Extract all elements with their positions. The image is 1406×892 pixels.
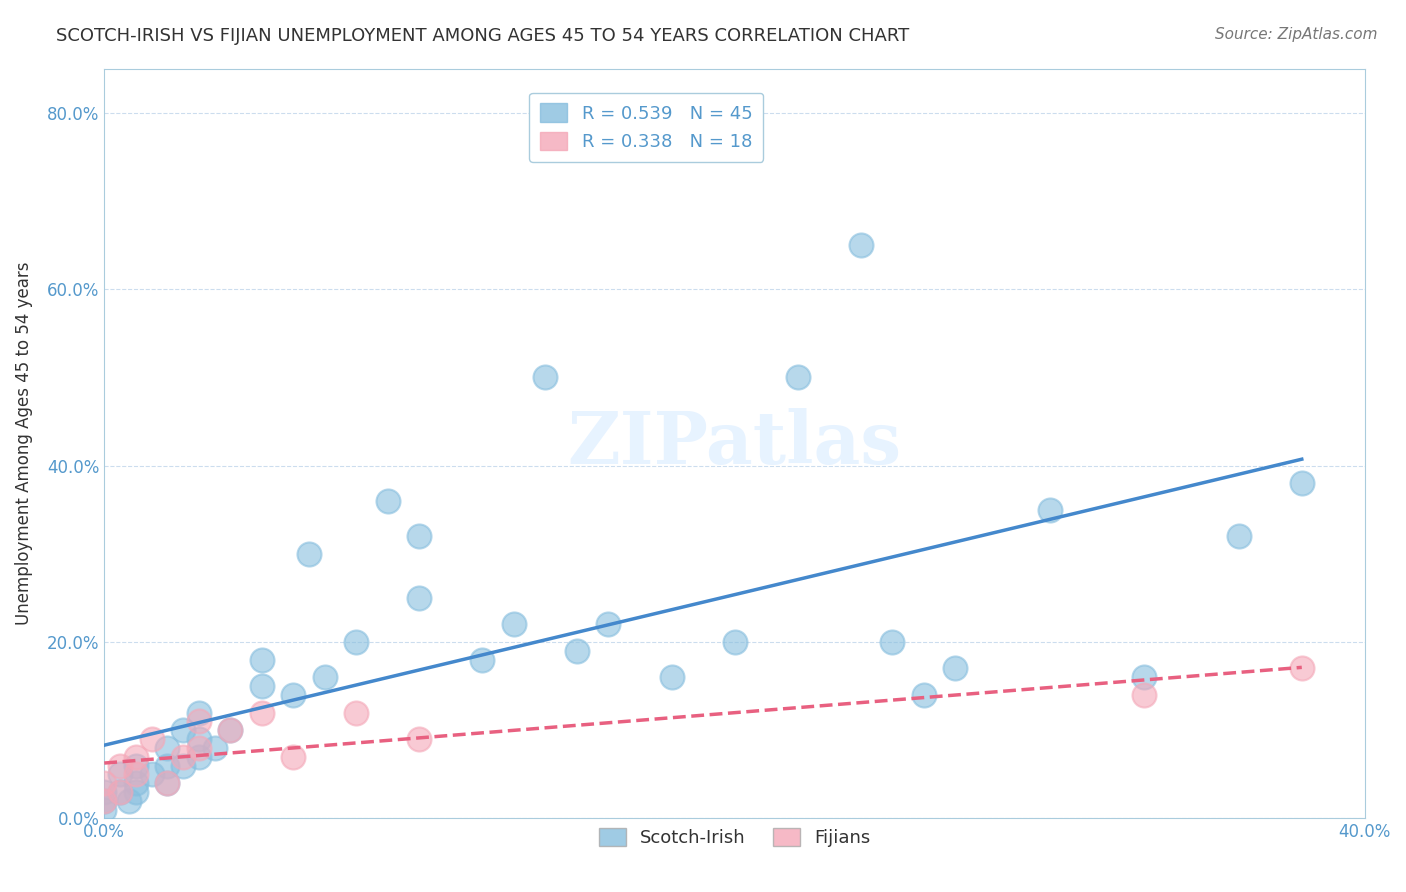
Point — [93, 803, 115, 817]
Point — [298, 547, 321, 561]
Point — [250, 653, 273, 667]
Point — [250, 679, 273, 693]
Point — [93, 794, 115, 808]
Text: SCOTCH-IRISH VS FIJIAN UNEMPLOYMENT AMONG AGES 45 TO 54 YEARS CORRELATION CHART: SCOTCH-IRISH VS FIJIAN UNEMPLOYMENT AMON… — [56, 27, 910, 45]
Point — [141, 732, 163, 747]
Point — [250, 706, 273, 720]
Point — [1291, 661, 1313, 675]
Point — [156, 758, 179, 772]
Point — [786, 370, 808, 384]
Legend: R = 0.539   N = 45, R = 0.338   N = 18: R = 0.539 N = 45, R = 0.338 N = 18 — [529, 93, 763, 162]
Point — [849, 238, 872, 252]
Point — [344, 635, 367, 649]
Point — [283, 688, 305, 702]
Point — [408, 529, 430, 543]
Point — [125, 776, 148, 790]
Point — [283, 749, 305, 764]
Point — [156, 776, 179, 790]
Point — [187, 706, 209, 720]
Point — [1039, 502, 1062, 516]
Point — [108, 767, 131, 781]
Point — [219, 723, 242, 738]
Point — [1133, 670, 1156, 684]
Text: Source: ZipAtlas.com: Source: ZipAtlas.com — [1215, 27, 1378, 42]
Point — [93, 794, 115, 808]
Point — [204, 740, 226, 755]
Point — [503, 617, 526, 632]
Point — [912, 688, 935, 702]
Point — [108, 785, 131, 799]
Point — [187, 749, 209, 764]
Point — [125, 758, 148, 772]
Point — [471, 653, 494, 667]
Point — [125, 785, 148, 799]
Point — [156, 740, 179, 755]
Y-axis label: Unemployment Among Ages 45 to 54 years: Unemployment Among Ages 45 to 54 years — [15, 261, 32, 625]
Point — [172, 723, 194, 738]
Point — [661, 670, 683, 684]
Point — [125, 749, 148, 764]
Point — [534, 370, 557, 384]
Text: ZIPatlas: ZIPatlas — [568, 408, 901, 479]
Point — [344, 706, 367, 720]
Point — [141, 767, 163, 781]
Point — [598, 617, 620, 632]
Point — [108, 785, 131, 799]
Point — [118, 794, 141, 808]
Point — [314, 670, 336, 684]
Point — [1227, 529, 1250, 543]
Point — [723, 635, 745, 649]
Point — [1133, 688, 1156, 702]
Point — [125, 767, 148, 781]
Point — [187, 740, 209, 755]
Point — [377, 493, 399, 508]
Point — [172, 758, 194, 772]
Point — [565, 644, 588, 658]
Point — [108, 758, 131, 772]
Point — [172, 749, 194, 764]
Point — [219, 723, 242, 738]
Point — [943, 661, 966, 675]
Point — [93, 776, 115, 790]
Point — [187, 714, 209, 729]
Point — [187, 732, 209, 747]
Point — [880, 635, 903, 649]
Point — [1291, 476, 1313, 491]
Point — [408, 591, 430, 605]
Point — [408, 732, 430, 747]
Point — [93, 785, 115, 799]
Point — [156, 776, 179, 790]
